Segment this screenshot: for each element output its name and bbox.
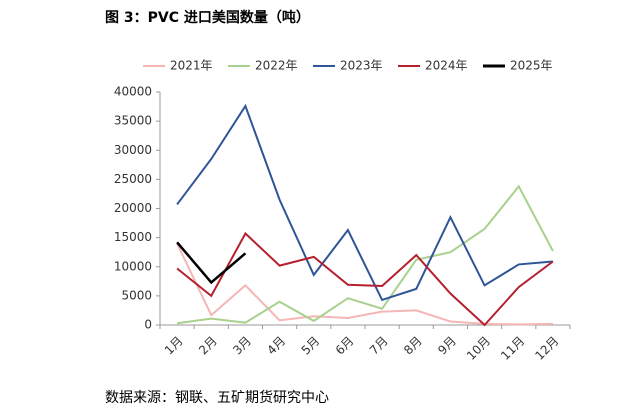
legend-label: 2023年 <box>340 59 383 73</box>
y-tick-label: 25000 <box>114 172 152 186</box>
legend-label: 2021年 <box>170 59 213 73</box>
series-line <box>176 241 247 285</box>
x-tick-label: 7月 <box>367 334 391 358</box>
x-tick-label: 2月 <box>196 334 220 358</box>
y-tick-label: 15000 <box>114 230 152 244</box>
y-tick-label: 35000 <box>114 114 152 128</box>
legend-label: 2022年 <box>255 59 298 73</box>
legend-label: 2025年 <box>510 59 553 73</box>
x-tick-label: 5月 <box>299 334 323 358</box>
y-tick-label: 30000 <box>114 143 152 157</box>
x-tick-label: 10月 <box>464 334 493 363</box>
y-tick-label: 0 <box>144 318 152 332</box>
x-tick-label: 4月 <box>264 334 288 358</box>
series-line <box>176 243 553 326</box>
source-note: 数据来源：钢联、五矿期货研究中心 <box>105 389 329 406</box>
chart-title: 图 3：PVC 进口美国数量（吨） <box>105 9 310 26</box>
series-line <box>176 231 554 327</box>
x-tick-label: 3月 <box>230 334 254 358</box>
x-tick-label: 11月 <box>498 334 527 363</box>
x-tick-label: 1月 <box>162 334 186 358</box>
series-line <box>176 103 554 302</box>
legend-label: 2024年 <box>425 59 468 73</box>
x-tick-label: 6月 <box>333 334 357 358</box>
y-tick-label: 10000 <box>114 259 152 273</box>
x-tick-label: 9月 <box>435 334 459 358</box>
x-tick-label: 12月 <box>532 334 561 363</box>
x-tick-label: 8月 <box>401 334 425 358</box>
y-tick-label: 40000 <box>114 85 152 99</box>
series-line <box>176 184 554 325</box>
y-tick-label: 5000 <box>121 288 152 302</box>
y-tick-label: 20000 <box>114 201 152 215</box>
